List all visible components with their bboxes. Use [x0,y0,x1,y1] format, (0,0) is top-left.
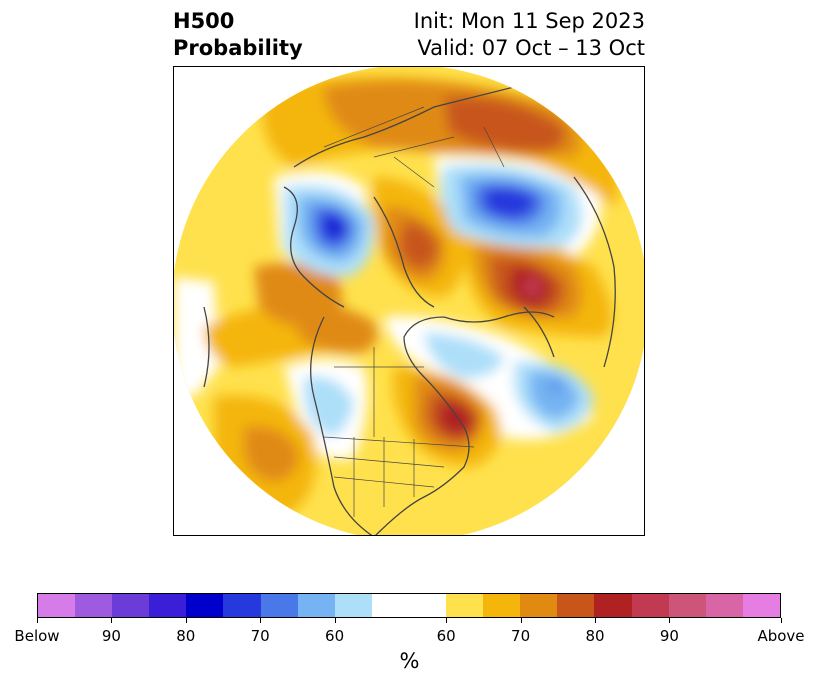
colorbar-tick-label: Below [14,627,60,645]
chart-title-left: H500 Probability [173,8,303,62]
map-canvas [174,67,644,535]
colorbar-tick-label: 60 [436,627,456,645]
above-normal-max [523,278,541,296]
colorbar-segment [38,594,76,617]
colorbar-segment [668,594,706,617]
colorbar-tick-mark [186,618,187,623]
colorbar-tick-mark [335,618,336,623]
title-product: Probability [173,36,303,60]
colorbar-segment [297,594,335,617]
colorbar-tick-mark [446,618,447,623]
colorbar-tick-mark [111,618,112,623]
colorbar-segment [446,594,484,617]
chart-title-right: Init: Mon 11 Sep 2023 Valid: 07 Oct – 13… [414,8,645,62]
colorbar-segment [594,594,632,617]
colorbar-tick-mark [669,618,670,623]
probability-map [173,66,645,536]
below-normal-min [550,382,560,392]
shaded-field [174,67,644,535]
title-init-date: Init: Mon 11 Sep 2023 [413,9,645,33]
colorbar-segment [631,594,669,617]
above-normal-region [244,426,299,482]
colorbar-tick-label: Above [757,627,805,645]
above-normal-region [399,222,439,269]
colorbar-segment [75,594,113,617]
colorbar-tick-mark [595,618,596,623]
colorbar-segment [186,594,224,617]
title-variable: H500 [173,9,235,33]
below-normal-min [328,221,340,233]
colorbar-segment [371,594,447,617]
colorbar-segment [557,594,595,617]
colorbar-tick-label: 90 [101,627,121,645]
title-valid-range: Valid: 07 Oct – 13 Oct [417,36,645,60]
colorbar-segment [260,594,298,617]
colorbar-segment [705,594,743,617]
below-normal-core [484,188,535,217]
colorbar-segment [112,594,150,617]
colorbar-segment [483,594,521,617]
colorbar-segment [223,594,261,617]
colorbar-tick-mark [521,618,522,623]
colorbar-unit-label: % [399,649,420,673]
colorbar-tick-label: 60 [325,627,345,645]
colorbar-tick-label: 80 [585,627,605,645]
colorbar-segment [334,594,372,617]
colorbar-tick-mark [260,618,261,623]
colorbar-tick-label: 70 [511,627,531,645]
colorbar-tick-mark [37,618,38,623]
colorbar-segment [520,594,558,617]
colorbar-segment [149,594,187,617]
political-borders [323,106,505,517]
colorbar-tick-label: 70 [250,627,270,645]
below-normal-region [529,371,579,419]
below-normal-region [304,376,354,437]
below-normal-region [424,332,504,379]
colorbar-segment [742,594,780,617]
colorbar-tick-mark [781,618,782,623]
above-normal-peak [438,401,474,435]
colorbar-tick-label: 80 [176,627,196,645]
colorbar-tick-label: 90 [659,627,679,645]
above-normal-region [444,96,565,152]
colorbar [37,593,781,618]
